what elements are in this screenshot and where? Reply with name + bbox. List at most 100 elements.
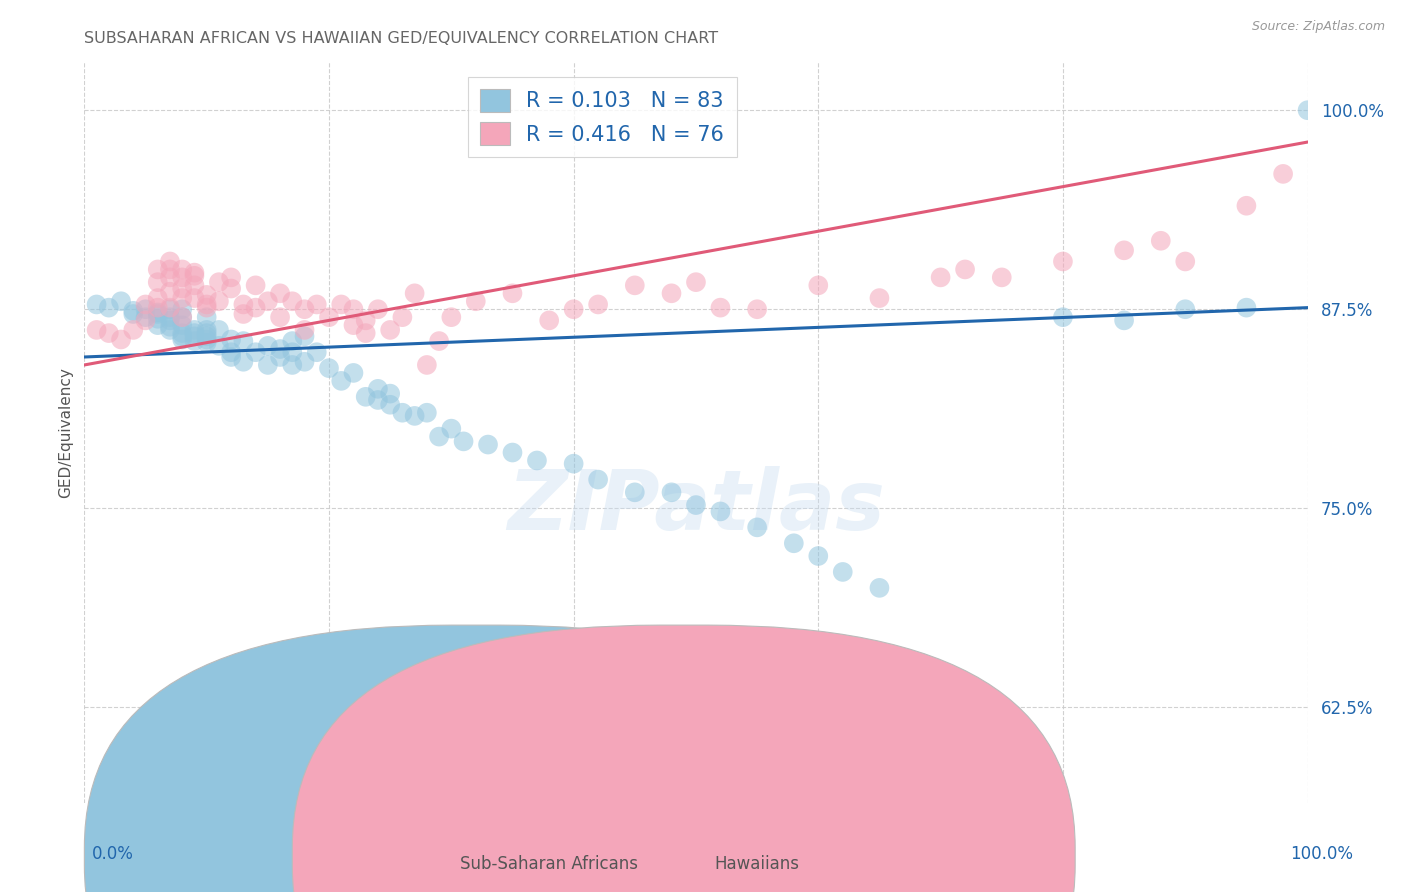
- Point: [245, 301, 267, 315]
- Point: [953, 262, 976, 277]
- Point: [427, 429, 450, 443]
- Point: [281, 294, 304, 309]
- Point: [97, 301, 120, 315]
- Point: [709, 301, 731, 315]
- Point: [159, 302, 181, 317]
- Point: [195, 326, 218, 340]
- Point: [86, 323, 108, 337]
- Point: [380, 398, 402, 412]
- Point: [195, 297, 218, 311]
- Point: [367, 382, 389, 396]
- Point: [562, 302, 585, 317]
- Point: [354, 313, 377, 327]
- Point: [208, 275, 231, 289]
- Point: [245, 278, 267, 293]
- Point: [747, 520, 769, 534]
- Y-axis label: GED/Equivalency: GED/Equivalency: [58, 368, 73, 498]
- Point: [159, 285, 181, 299]
- Point: [159, 270, 181, 285]
- Point: [219, 281, 242, 295]
- Point: [367, 392, 389, 407]
- Text: Sub-Saharan Africans: Sub-Saharan Africans: [460, 855, 638, 872]
- Point: [146, 307, 169, 321]
- Point: [146, 262, 169, 277]
- Point: [330, 374, 353, 388]
- Point: [183, 334, 205, 348]
- Point: [172, 326, 194, 340]
- Point: [269, 310, 291, 325]
- Point: [159, 319, 181, 334]
- Point: [159, 301, 181, 315]
- Point: [122, 303, 145, 318]
- Point: [195, 310, 218, 325]
- Point: [380, 386, 402, 401]
- Point: [281, 345, 304, 359]
- Point: [110, 333, 132, 347]
- Point: [146, 318, 169, 333]
- Point: [342, 366, 364, 380]
- Point: [146, 301, 169, 315]
- Point: [159, 254, 181, 268]
- Point: [929, 270, 952, 285]
- Point: [624, 278, 647, 293]
- Point: [183, 323, 205, 337]
- Point: [146, 275, 169, 289]
- Point: [831, 565, 853, 579]
- Point: [172, 333, 194, 347]
- Point: [183, 278, 205, 293]
- Point: [380, 323, 402, 337]
- Point: [232, 355, 254, 369]
- Point: [367, 302, 389, 317]
- Point: [354, 390, 377, 404]
- Point: [172, 329, 194, 343]
- Point: [135, 313, 157, 327]
- Point: [1272, 167, 1295, 181]
- Point: [172, 310, 194, 325]
- Point: [586, 473, 609, 487]
- Point: [146, 305, 169, 319]
- Point: [624, 485, 647, 500]
- Point: [135, 310, 157, 325]
- Point: [183, 329, 205, 343]
- Point: [294, 329, 316, 343]
- Point: [526, 453, 548, 467]
- Point: [172, 318, 194, 333]
- Point: [183, 291, 205, 305]
- Point: [208, 323, 231, 337]
- Point: [709, 504, 731, 518]
- Point: [172, 262, 194, 277]
- Point: [1236, 199, 1258, 213]
- Point: [183, 268, 205, 283]
- Point: [195, 329, 218, 343]
- Point: [146, 311, 169, 326]
- Point: [477, 437, 499, 451]
- Point: [661, 485, 683, 500]
- FancyBboxPatch shape: [292, 625, 1076, 892]
- Point: [502, 286, 524, 301]
- Point: [427, 334, 450, 348]
- Point: [440, 310, 463, 325]
- Point: [208, 339, 231, 353]
- Point: [269, 286, 291, 301]
- Point: [404, 286, 426, 301]
- Point: [586, 297, 609, 311]
- Point: [342, 302, 364, 317]
- Point: [502, 445, 524, 459]
- Point: [1236, 301, 1258, 315]
- Text: ZIPatlas: ZIPatlas: [508, 467, 884, 547]
- Point: [1296, 103, 1319, 118]
- Point: [219, 270, 242, 285]
- Text: Source: ZipAtlas.com: Source: ZipAtlas.com: [1251, 20, 1385, 33]
- Point: [783, 536, 806, 550]
- Point: [183, 266, 205, 280]
- Point: [869, 581, 891, 595]
- Point: [294, 355, 316, 369]
- Point: [354, 326, 377, 340]
- Point: [281, 334, 304, 348]
- Point: [416, 406, 439, 420]
- Point: [195, 333, 218, 347]
- Legend: R = 0.103   N = 83, R = 0.416   N = 76: R = 0.103 N = 83, R = 0.416 N = 76: [468, 77, 737, 157]
- FancyBboxPatch shape: [84, 625, 868, 892]
- Point: [562, 457, 585, 471]
- Point: [195, 301, 218, 315]
